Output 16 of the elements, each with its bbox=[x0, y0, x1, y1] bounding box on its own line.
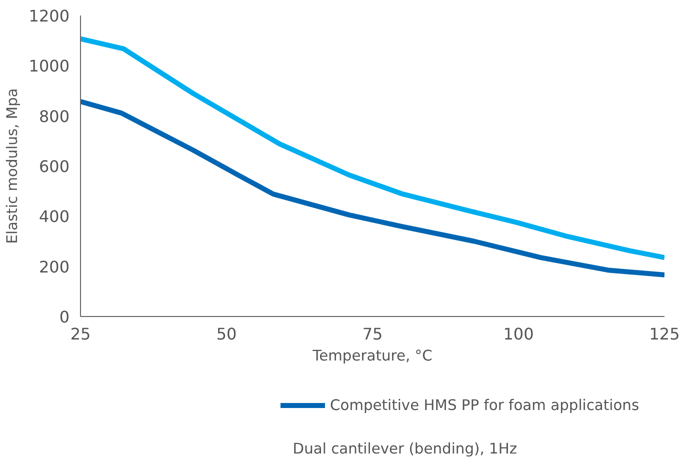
x-tick-label: 100 bbox=[503, 324, 534, 344]
y-tick-label: 600 bbox=[38, 157, 70, 176]
y-tick-label: 1000 bbox=[28, 56, 70, 76]
text: Dual cantilever (bending), 1Hz bbox=[292, 440, 518, 458]
y-tick-label: 400 bbox=[38, 207, 70, 226]
legend-label: Competitive HMS PP for foam applications bbox=[330, 396, 640, 414]
x-tick-label: 125 bbox=[649, 324, 680, 344]
y-tick-label: 200 bbox=[38, 257, 70, 276]
x-tick-label: 75 bbox=[362, 324, 383, 344]
y-tick-label: 0 bbox=[59, 308, 70, 326]
y-axis-title: Elastic modulus, Mpa bbox=[4, 88, 21, 244]
y-tick-label: 1200 bbox=[28, 6, 70, 26]
y-tick-label: 800 bbox=[38, 106, 70, 126]
x-axis-title: Temperature, °C bbox=[312, 348, 432, 364]
x-tick-label: 25 bbox=[70, 324, 91, 344]
x-tick-label: 50 bbox=[216, 324, 237, 344]
